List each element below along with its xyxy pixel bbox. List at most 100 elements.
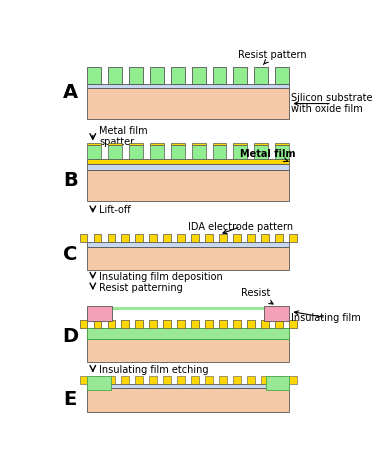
Bar xyxy=(275,143,289,145)
Text: A: A xyxy=(63,83,78,102)
Bar xyxy=(107,234,115,242)
Bar xyxy=(88,164,289,170)
Bar xyxy=(177,376,185,384)
Bar xyxy=(107,320,115,328)
Bar xyxy=(254,66,268,84)
Bar xyxy=(289,320,297,328)
Bar xyxy=(171,143,185,145)
Bar xyxy=(177,320,185,328)
Bar xyxy=(219,234,227,242)
Bar xyxy=(212,66,226,84)
Bar xyxy=(289,376,297,384)
Bar xyxy=(261,234,269,242)
Text: IDA electrode pattern: IDA electrode pattern xyxy=(188,222,293,233)
Text: Lift-off: Lift-off xyxy=(99,205,131,215)
Text: Silicon substrate
with oxide film: Silicon substrate with oxide film xyxy=(291,93,373,114)
Bar xyxy=(88,384,289,388)
Bar xyxy=(88,328,289,339)
Bar xyxy=(171,66,185,84)
Text: Resist patterning: Resist patterning xyxy=(99,283,183,293)
Bar xyxy=(205,234,213,242)
Bar xyxy=(247,376,255,384)
Bar xyxy=(149,234,157,242)
Text: Insulating film etching: Insulating film etching xyxy=(99,365,209,375)
Bar xyxy=(88,307,289,310)
Bar xyxy=(163,320,171,328)
Bar xyxy=(88,247,289,270)
Bar xyxy=(247,234,255,242)
Text: Metal film: Metal film xyxy=(240,149,296,162)
Bar xyxy=(80,320,88,328)
Bar xyxy=(219,320,227,328)
Bar xyxy=(80,234,88,242)
Bar xyxy=(247,320,255,328)
Bar xyxy=(163,376,171,384)
Bar xyxy=(87,145,101,159)
Bar xyxy=(233,320,241,328)
Bar xyxy=(191,376,199,384)
Bar xyxy=(205,376,213,384)
Bar xyxy=(88,84,289,88)
Bar xyxy=(192,145,205,159)
Bar xyxy=(94,234,101,242)
Bar xyxy=(191,320,199,328)
Bar xyxy=(108,143,122,145)
Bar xyxy=(121,376,129,384)
Bar xyxy=(87,66,101,84)
Bar xyxy=(275,145,289,159)
Bar xyxy=(261,320,269,328)
Bar xyxy=(275,320,283,328)
Bar xyxy=(191,234,199,242)
Bar xyxy=(88,376,110,390)
Bar xyxy=(254,143,268,145)
Bar xyxy=(135,376,143,384)
Bar xyxy=(192,66,205,84)
Bar xyxy=(121,234,129,242)
Bar xyxy=(88,306,112,321)
Bar xyxy=(135,234,143,242)
Bar xyxy=(233,234,241,242)
Bar xyxy=(254,145,268,159)
Bar xyxy=(88,328,289,333)
Bar xyxy=(233,376,241,384)
Text: Resist: Resist xyxy=(241,288,273,304)
Bar xyxy=(129,143,143,145)
Bar xyxy=(247,320,255,328)
Bar xyxy=(88,88,289,119)
Bar xyxy=(219,320,227,328)
Bar xyxy=(177,320,185,328)
Bar xyxy=(289,234,297,242)
Bar xyxy=(94,320,101,328)
Bar xyxy=(121,320,129,328)
Bar xyxy=(264,306,289,321)
Bar xyxy=(108,66,122,84)
Bar xyxy=(233,66,247,84)
Bar xyxy=(121,320,129,328)
Bar xyxy=(149,320,157,328)
Bar xyxy=(88,388,289,412)
Text: C: C xyxy=(63,245,77,264)
Text: E: E xyxy=(64,391,77,410)
Bar xyxy=(150,143,164,145)
Bar xyxy=(87,143,101,145)
Bar xyxy=(107,320,115,328)
Bar xyxy=(275,376,283,384)
Bar xyxy=(205,320,213,328)
Bar xyxy=(266,376,289,390)
Bar xyxy=(275,320,283,328)
Bar xyxy=(171,145,185,159)
Text: Insulating film: Insulating film xyxy=(291,311,361,323)
Bar xyxy=(135,320,143,328)
Bar xyxy=(88,242,289,247)
Bar xyxy=(149,376,157,384)
Text: Insulating film deposition: Insulating film deposition xyxy=(99,272,223,282)
Bar xyxy=(88,170,289,200)
Bar xyxy=(219,376,227,384)
Bar xyxy=(205,320,213,328)
Bar xyxy=(289,320,297,328)
Bar xyxy=(94,376,101,384)
Bar xyxy=(135,320,143,328)
Bar xyxy=(275,234,283,242)
Bar xyxy=(80,320,88,328)
Bar xyxy=(88,159,289,164)
